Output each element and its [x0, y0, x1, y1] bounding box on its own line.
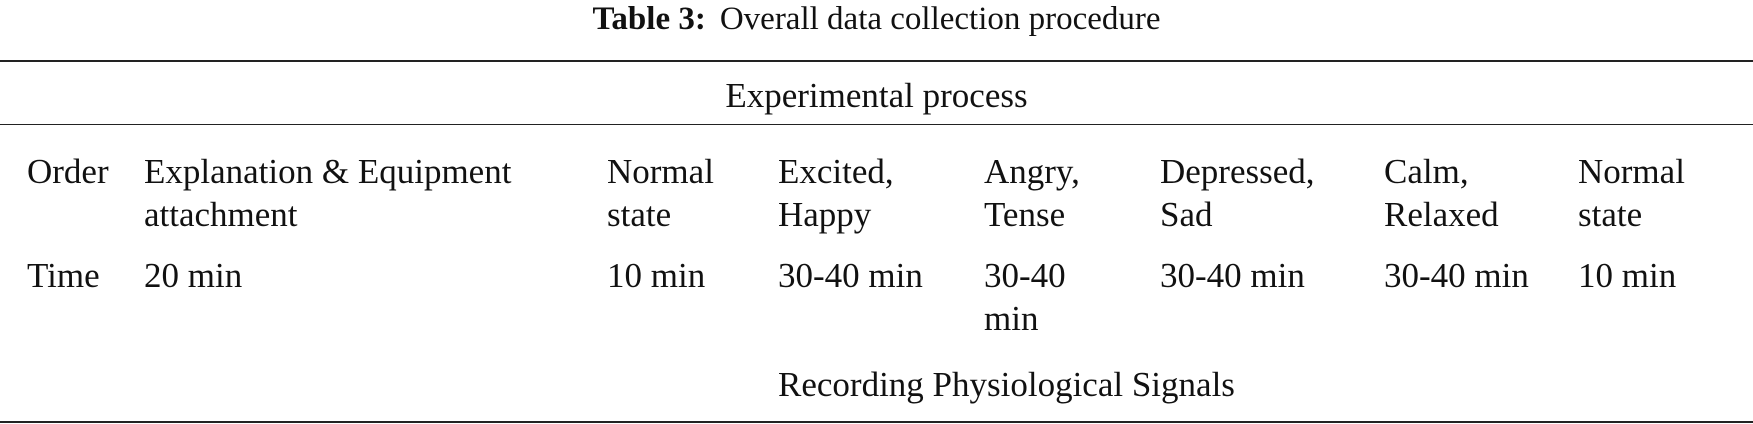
time-cell-explanation: 20 min: [144, 254, 242, 297]
cell-line: 30-40 min: [778, 256, 923, 295]
row-header-time: Time: [27, 256, 100, 295]
caption-title: Overall data collection procedure: [719, 1, 1161, 37]
cell-line: 30-40: [984, 256, 1066, 295]
cell-line: Sad: [1160, 195, 1213, 234]
time-cell-normal-state-2: 10 min: [1578, 254, 1676, 297]
cell-line: Happy: [778, 195, 872, 234]
cell-line: 10 min: [1578, 256, 1677, 295]
cell-line: attachment: [144, 195, 298, 234]
order-cell-angry-tense: Angry, Tense: [984, 150, 1080, 236]
recording-note: Recording Physiological Signals: [778, 365, 1235, 404]
time-cell-angry-tense: 30-40 min: [984, 254, 1066, 340]
cell-line: Relaxed: [1384, 195, 1499, 234]
cell-line: 10 min: [607, 256, 706, 295]
cell-line: Calm,: [1384, 152, 1469, 191]
cell-line: 20 min: [144, 256, 243, 295]
cell-line: Excited,: [778, 152, 894, 191]
table-caption: Table 3: Overall data collection procedur…: [0, 0, 1753, 50]
cell-line: state: [607, 195, 672, 234]
time-cell-calm-relaxed: 30-40 min: [1384, 254, 1529, 297]
order-cell-normal-state-2: Normal state: [1578, 150, 1685, 236]
header-rule: [0, 124, 1753, 125]
cell-line: Angry,: [984, 152, 1080, 191]
cell-line: Normal: [1578, 152, 1685, 191]
caption-label: Table 3:: [592, 1, 706, 37]
top-rule: [0, 60, 1753, 62]
order-cell-normal-state-1: Normal state: [607, 150, 714, 236]
cell-line: Explanation & Equipment: [144, 152, 512, 191]
row-header-order: Order: [27, 152, 109, 191]
order-cell-calm-relaxed: Calm, Relaxed: [1384, 150, 1499, 236]
cell-line: state: [1578, 195, 1643, 234]
cell-line: Normal: [607, 152, 714, 191]
cell-line: 30-40 min: [1160, 256, 1305, 295]
time-cell-normal-state-1: 10 min: [607, 254, 705, 297]
spanning-header: Experimental process: [725, 76, 1028, 115]
order-cell-explanation: Explanation & Equipment attachment: [144, 150, 511, 236]
time-cell-depressed-sad: 30-40 min: [1160, 254, 1305, 297]
cell-line: Depressed,: [1160, 152, 1315, 191]
time-cell-excited-happy: 30-40 min: [778, 254, 923, 297]
cell-line: min: [984, 299, 1039, 338]
order-cell-depressed-sad: Depressed, Sad: [1160, 150, 1315, 236]
order-cell-excited-happy: Excited, Happy: [778, 150, 894, 236]
bottom-rule: [0, 421, 1753, 423]
cell-line: Tense: [984, 195, 1066, 234]
cell-line: 30-40 min: [1384, 256, 1529, 295]
